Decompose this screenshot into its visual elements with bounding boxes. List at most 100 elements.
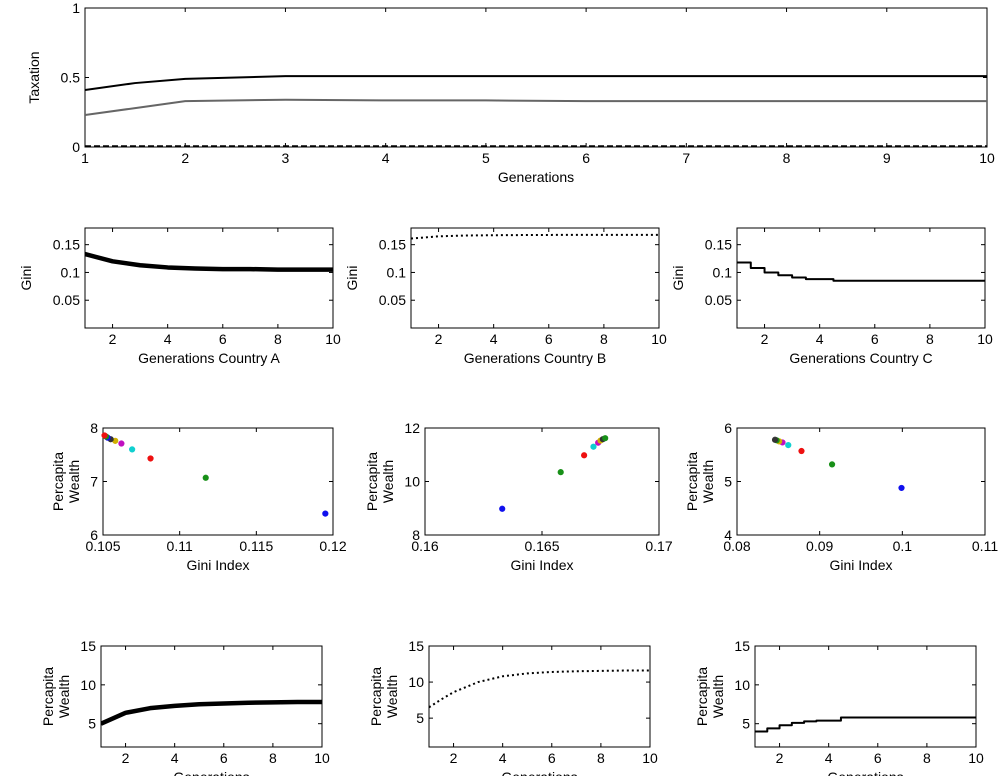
taxation-xtick-label: 4 <box>382 150 390 166</box>
wealth-b-xtick-label: 2 <box>450 750 458 766</box>
gini-c-axes-box <box>736 227 986 329</box>
taxation-xtick-label: 5 <box>482 150 490 166</box>
wealth-a-ylabel: Wealth <box>56 675 72 718</box>
scatter-b-xtick-label: 0.16 <box>411 538 438 554</box>
taxation-xtick-label: 2 <box>181 150 189 166</box>
wealth-b-xtick-label: 8 <box>597 750 605 766</box>
scatter-c-axes-box <box>736 427 986 536</box>
gini-c-xlabel: Generations Country C <box>789 350 932 366</box>
scatter-a-xtick-label: 0.11 <box>167 538 193 554</box>
taxation-ylabel: Taxation <box>26 51 42 103</box>
scatter-a-panel: 0.105 0.11 0.115 0.12 6 7 8 Gini Index Percapita… <box>50 420 347 573</box>
wealth-a-xtick-label: 6 <box>220 750 228 766</box>
gini-c-series-0-line <box>737 261 985 282</box>
scatter-a-ytick-label: 6 <box>90 527 98 543</box>
scatter-a-ytick-label: 8 <box>90 420 98 436</box>
scatter-a-point-4 <box>118 440 125 447</box>
scatter-c-xlabel: Gini Index <box>829 557 892 573</box>
gini-c-xtick-label: 6 <box>871 331 879 347</box>
scatter-b-point-3 <box>590 443 597 450</box>
scatter-c-point-7 <box>771 436 779 443</box>
wealth-c-ytick-label: 15 <box>734 638 750 654</box>
scatter-c-point-0 <box>898 484 905 492</box>
gini-a-xtick-label: 10 <box>325 331 341 347</box>
wealth-c-ylabel: Wealth <box>710 675 726 718</box>
taxation-ytick-label: 0.5 <box>61 70 81 86</box>
scatter-b-point-2 <box>581 452 588 459</box>
gini-a-data <box>85 251 333 272</box>
gini-b-xtick-label: 10 <box>651 331 667 347</box>
gini-b-ylabel: Gini <box>344 266 360 291</box>
wealth-b-xtick-label: 10 <box>642 750 658 766</box>
wealth-b-xtick-label: 6 <box>548 750 556 766</box>
scatter-a-xtick-label: 0.115 <box>239 538 273 554</box>
wealth-b-data <box>429 669 650 709</box>
wealth-b-xtick-label: 4 <box>499 750 507 766</box>
wealth-b-ylabel: Percapita <box>368 667 384 726</box>
gini-c-ytick-label: 0.05 <box>705 292 732 308</box>
scatter-a-point-0 <box>322 510 329 517</box>
wealth-c-ylabel: Percapita <box>694 667 710 726</box>
scatter-c-ytick-label: 4 <box>724 527 732 543</box>
scatter-b-point-7 <box>602 435 609 442</box>
scatter-a-ylabel: Percapita <box>50 452 66 511</box>
gini-b-ytick-label: 0.05 <box>379 292 406 308</box>
scatter-a-ylabel: Wealth <box>66 460 82 503</box>
gini-b-series-0-line <box>411 233 659 240</box>
wealth-b-ytick-label: 15 <box>408 638 424 654</box>
gini-a-ytick-label: 0.1 <box>61 264 81 280</box>
scatter-c-ytick-label: 5 <box>724 474 732 490</box>
scatter-c-point-3 <box>785 442 792 449</box>
scatter-b-xlabel: Gini Index <box>510 557 573 573</box>
taxation-xtick-label: 9 <box>883 150 891 166</box>
wealth-a-xtick-label: 4 <box>171 750 179 766</box>
taxation-series-0-line <box>85 75 987 92</box>
wealth-b-axes-box <box>428 645 651 748</box>
wealth-c-xtick-label: 8 <box>923 750 931 766</box>
gini-b-ytick-label: 0.1 <box>387 264 407 280</box>
wealth-c-xtick-label: 2 <box>776 750 784 766</box>
wealth-c-xtick-label: 4 <box>825 750 833 766</box>
scatter-c-ylabel: Wealth <box>700 460 716 503</box>
wealth-c-xtick-label: 6 <box>874 750 882 766</box>
gini-c-xtick-label: 2 <box>761 331 769 347</box>
gini-a-xtick-label: 2 <box>109 331 117 347</box>
scatter-c-points <box>771 436 905 492</box>
gini-c-xtick-label: 8 <box>926 331 934 347</box>
gini-c-data <box>737 261 985 282</box>
scatter-a-points <box>101 432 329 517</box>
taxation-xtick-label: 7 <box>682 150 690 166</box>
gini-b-ytick-label: 0.15 <box>379 237 406 253</box>
taxation-xlabel: Generations <box>498 169 574 185</box>
gini-a-xtick-label: 8 <box>274 331 282 347</box>
scatter-a-point-2 <box>147 455 154 462</box>
wealth-b-series-0-line <box>429 669 650 709</box>
scatter-b-ytick-label: 8 <box>412 527 420 543</box>
scatter-b-ylabel: Percapita <box>364 452 380 511</box>
gini-b-xtick-label: 2 <box>435 331 443 347</box>
gini-c-ylabel: Gini <box>670 266 686 291</box>
scatter-c-ytick-label: 6 <box>724 420 732 436</box>
taxation-xtick-label: 8 <box>783 150 791 166</box>
scatter-c-xtick-label: 0.11 <box>972 538 998 554</box>
scatter-c-panel: 0.08 0.09 0.1 0.11 4 5 6 Gini Index Percapita Wea… <box>684 420 998 573</box>
scatter-b-axes-box <box>424 427 660 536</box>
gini-b-xtick-label: 4 <box>490 331 498 347</box>
gini-b-xtick-label: 8 <box>600 331 608 347</box>
scatter-a-point-9 <box>101 432 108 439</box>
wealth-c-series-0-line <box>755 716 976 733</box>
taxation-data <box>85 75 987 147</box>
gini-b-axes-box <box>410 227 660 329</box>
gini-a-ytick-label: 0.15 <box>53 237 80 253</box>
wealth-b-xlabel: Generations <box>501 769 577 776</box>
taxation-ytick-label: 0 <box>72 139 80 155</box>
scatter-b-point-1 <box>557 469 564 476</box>
wealth-a-series-0-line <box>101 699 322 726</box>
wealth-a-ylabel: Percapita <box>40 667 56 726</box>
taxation-xtick-label: 3 <box>282 150 290 166</box>
gini-c-panel: 2 4 6 8 10 0.05 0.1 0.15 Generations Country C Gi… <box>670 227 993 366</box>
gini-b-panel: 2 4 6 8 10 0.05 0.1 0.15 Generations Country B Gi… <box>344 227 667 366</box>
